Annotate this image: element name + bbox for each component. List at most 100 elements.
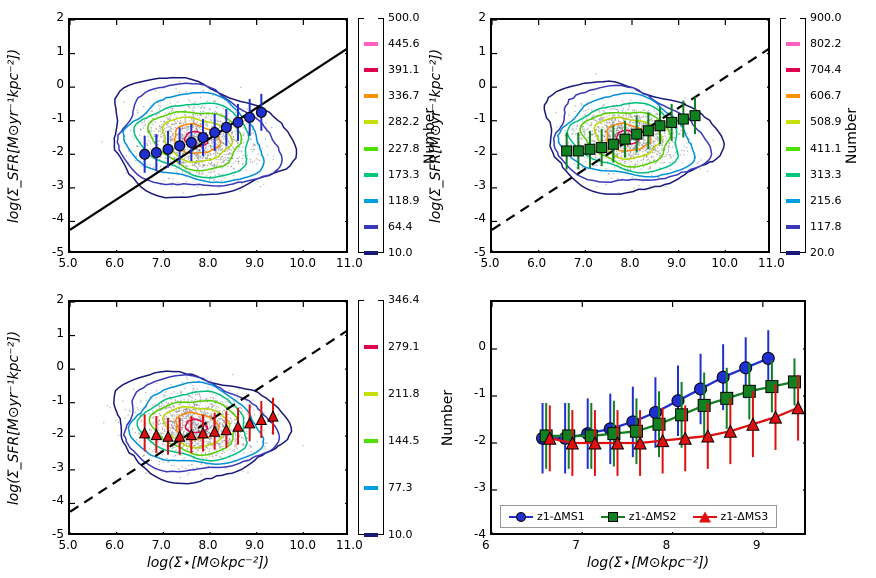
legend-item: z1-ΔMS3 — [693, 510, 769, 523]
panel-tr-plot — [490, 18, 770, 253]
ytick: 0 — [42, 359, 64, 373]
xtick: 11.0 — [336, 256, 360, 270]
xtick: 10.0 — [289, 256, 313, 270]
xtick: 9 — [753, 538, 761, 552]
ytick: -1 — [42, 111, 64, 125]
cb-swatch — [786, 173, 800, 177]
cb-swatch — [364, 486, 378, 490]
ytick: -3 — [42, 460, 64, 474]
cb-tick: 144.5 — [388, 434, 420, 447]
cb-swatch — [364, 345, 378, 349]
ytick: -2 — [42, 144, 64, 158]
cb-swatch — [364, 94, 378, 98]
ytick: -5 — [42, 527, 64, 541]
cb-swatch — [364, 68, 378, 72]
xtick: 8.0 — [196, 256, 220, 270]
colorbar-tr — [780, 18, 806, 253]
cb-swatch — [364, 225, 378, 229]
cb-tick: 313.3 — [810, 168, 842, 181]
cb-tick: 500.0 — [388, 11, 420, 24]
figure-root: 5.06.07.08.09.010.011.0-5-4-3-2-1012log(… — [0, 0, 876, 578]
ytick: -4 — [42, 493, 64, 507]
ytick: -2 — [464, 144, 486, 158]
xtick: 10.0 — [711, 256, 735, 270]
cb-swatch — [364, 251, 378, 255]
cb-tick: 118.9 — [388, 194, 420, 207]
colorbar-tl — [358, 18, 384, 253]
cb-swatch — [364, 42, 378, 46]
cb-tick: 900.0 — [810, 11, 842, 24]
cb-swatch — [786, 16, 800, 20]
cb-tick: 10.0 — [388, 246, 413, 259]
ytick: -1 — [464, 111, 486, 125]
ylabel: log(Σ_SFR[M⊙yr⁻¹kpc⁻²]) — [428, 48, 444, 222]
cb-tick: 279.1 — [388, 340, 420, 353]
cb-tick: 704.4 — [810, 63, 842, 76]
cb-tick: 346.4 — [388, 293, 420, 306]
ytick: 0 — [42, 77, 64, 91]
cb-tick: 227.8 — [388, 142, 420, 155]
cb-swatch — [786, 199, 800, 203]
cb-swatch — [364, 147, 378, 151]
cb-tick: 64.4 — [388, 220, 413, 233]
xtick: 6.0 — [525, 256, 549, 270]
xtick: 9.0 — [243, 256, 267, 270]
ylabel: log(Σ_SFR[M⊙yr⁻¹kpc⁻²]) — [6, 330, 22, 504]
xlabel: log(Σ⋆[M⊙kpc⁻²]) — [147, 555, 269, 571]
cb-tick: 802.2 — [810, 37, 842, 50]
legend-item: z1-ΔMS1 — [509, 510, 585, 523]
ytick: -4 — [464, 211, 486, 225]
ytick: -3 — [42, 178, 64, 192]
cb-tick: 173.3 — [388, 168, 420, 181]
cb-label: Number — [844, 107, 860, 163]
cb-swatch — [364, 298, 378, 302]
cb-tick: 117.8 — [810, 220, 842, 233]
cb-swatch — [786, 225, 800, 229]
ylabel: log(Σ_SFR[M⊙yr⁻¹kpc⁻²]) — [6, 48, 22, 222]
legend: z1-ΔMS1 z1-ΔMS2 z1-ΔMS3 — [500, 505, 777, 528]
xtick: 8 — [663, 538, 671, 552]
cb-tick: 282.2 — [388, 115, 420, 128]
xtick: 8.0 — [196, 538, 220, 552]
cb-swatch — [786, 120, 800, 124]
cb-swatch — [786, 147, 800, 151]
xtick: 9.0 — [243, 538, 267, 552]
ytick: -3 — [466, 480, 486, 494]
cb-swatch — [364, 16, 378, 20]
cb-swatch — [364, 120, 378, 124]
cb-swatch — [364, 439, 378, 443]
xtick: 7.0 — [571, 256, 595, 270]
cb-swatch — [364, 533, 378, 537]
cb-swatch — [364, 173, 378, 177]
cb-tick: 10.0 — [388, 528, 413, 541]
ytick: -5 — [464, 245, 486, 259]
ytick: -4 — [42, 211, 64, 225]
cb-tick: 336.7 — [388, 89, 420, 102]
ytick: 1 — [464, 44, 486, 58]
xlabel: log(Σ⋆[M⊙kpc⁻²]) — [587, 555, 709, 571]
xtick: 6.0 — [103, 538, 127, 552]
cb-swatch — [364, 392, 378, 396]
ytick: 0 — [466, 339, 486, 353]
panel-br-plot — [490, 300, 806, 535]
xtick: 8.0 — [618, 256, 642, 270]
xtick: 7 — [572, 538, 580, 552]
ytick: -3 — [464, 178, 486, 192]
ytick: 0 — [464, 77, 486, 91]
cb-tick: 77.3 — [388, 481, 413, 494]
cb-tick: 391.1 — [388, 63, 420, 76]
xtick: 9.0 — [665, 256, 689, 270]
cb-tick: 508.9 — [810, 115, 842, 128]
ylabel: Number — [440, 389, 456, 445]
colorbar-bl — [358, 300, 384, 535]
cb-tick: 20.0 — [810, 246, 835, 259]
ytick: -2 — [42, 426, 64, 440]
xtick: 11.0 — [758, 256, 782, 270]
cb-tick: 606.7 — [810, 89, 842, 102]
legend-label: z1-ΔMS2 — [629, 510, 677, 523]
xtick: 10.0 — [289, 538, 313, 552]
ytick: 2 — [464, 10, 486, 24]
xtick: 11.0 — [336, 538, 360, 552]
cb-swatch — [786, 68, 800, 72]
cb-tick: 211.8 — [388, 387, 420, 400]
